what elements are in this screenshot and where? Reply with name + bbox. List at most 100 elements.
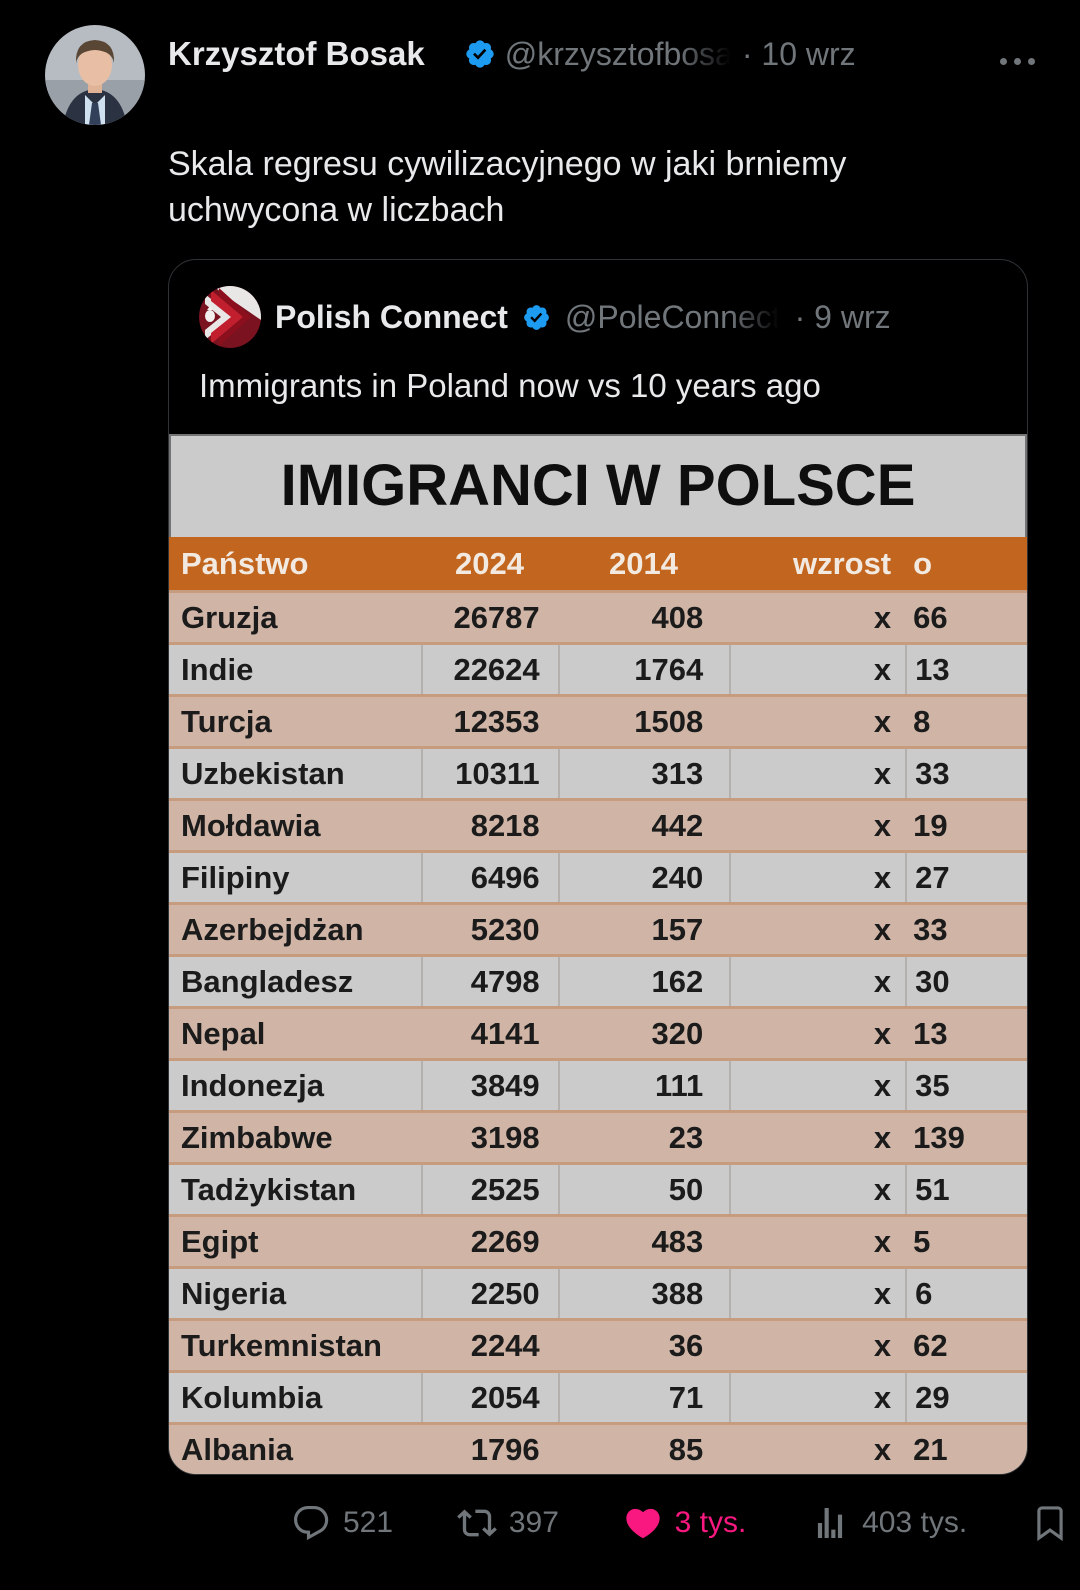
poland-flag-emoji	[434, 40, 455, 68]
cell-country: Filipiny	[181, 859, 290, 895]
table-row: Nepal 4141 320 x 13	[169, 1006, 1027, 1058]
cell-2024: 2250	[421, 1269, 557, 1318]
cell-growth-value: 19	[913, 807, 948, 843]
quote-date[interactable]: · 9 wrz	[794, 298, 891, 335]
cell-2014: 313	[557, 749, 730, 798]
col-header-country: Państwo	[181, 545, 309, 581]
quote-image-table[interactable]: IMIGRANCI W POLSCE Państwo 2024 2014 wzr…	[169, 434, 1027, 1474]
cell-growth-value: 27	[905, 853, 1027, 902]
like-button[interactable]: 3 tys.	[623, 1503, 746, 1543]
cell-2014: 240	[557, 853, 730, 902]
cell-2024: 1796	[470, 1431, 540, 1467]
cell-growth-x: x	[873, 1223, 892, 1259]
cell-growth-value: 13	[905, 645, 1027, 694]
cell-country: Bangladesz	[181, 963, 354, 999]
cell-country: Indie	[181, 651, 254, 687]
table-row: Indonezja 3849 111 x 35	[169, 1058, 1027, 1110]
tweet-action-bar: 521 397 3 tys. 403 tys.	[291, 1503, 1080, 1543]
repost-count: 397	[508, 1506, 559, 1539]
repost-arrows-icon	[456, 1509, 497, 1537]
table-row: Indie 22624 1764 x 13	[169, 642, 1027, 694]
quote-author-name[interactable]: Polish Connect	[275, 298, 508, 335]
cell-2024: 3198	[470, 1119, 540, 1155]
verified-badge-icon	[524, 304, 549, 330]
quote-author-handle[interactable]: @PoleConnect	[564, 298, 781, 335]
table-row: Turkemnistan 2244 36 x 62	[169, 1318, 1027, 1370]
cell-2014: 388	[557, 1269, 730, 1318]
cell-2024: 4141	[470, 1015, 540, 1051]
cell-2014: 23	[668, 1119, 704, 1155]
cell-growth-x: x	[873, 703, 892, 739]
table-row: Filipiny 6496 240 x 27	[169, 850, 1027, 902]
cell-country: Turkemnistan	[181, 1327, 382, 1363]
cell-country: Tadżykistan	[181, 1171, 357, 1207]
reply-count: 521	[343, 1506, 394, 1539]
table-body: Gruzja 26787 408 x 66 Indie 22624 1764 x…	[169, 590, 1027, 1474]
author-block: Krzysztof Bosak @krzysztofbosa · 10 wrz	[168, 25, 1035, 77]
views-button[interactable]: 403 tys.	[810, 1503, 967, 1543]
portrait-photo	[45, 25, 145, 125]
cell-2024: 22624	[421, 645, 557, 694]
tweet-content: Skala regresu cywilizacyjnego w jaki brn…	[168, 141, 1063, 1543]
table-row: Zimbabwe 3198 23 x 139	[169, 1110, 1027, 1162]
quoted-tweet-card[interactable]: Polish Connect @PoleConnect · 9 wrz Immi…	[168, 259, 1028, 1475]
cell-growth-value: 13	[913, 1015, 948, 1051]
author-name[interactable]: Krzysztof Bosak	[168, 35, 425, 72]
cell-growth-x: x	[873, 1015, 892, 1051]
table-row: Azerbejdżan 5230 157 x 33	[169, 902, 1027, 954]
quote-header: Polish Connect @PoleConnect · 9 wrz	[199, 286, 997, 348]
cell-2014: 320	[651, 1015, 704, 1051]
cell-2024: 6496	[421, 853, 557, 902]
table-row: Kolumbia 2054 71 x 29	[169, 1370, 1027, 1422]
tweet-date[interactable]: · 10 wrz	[741, 35, 856, 72]
bookmark-icon	[1037, 1506, 1063, 1542]
cell-2024: 8218	[470, 807, 540, 843]
cell-growth-x: x	[729, 645, 905, 694]
cell-growth-x: x	[873, 1119, 892, 1155]
author-name-row: Krzysztof Bosak @krzysztofbosa · 10 wrz	[168, 31, 1035, 77]
cell-2014: 442	[651, 807, 704, 843]
cell-growth-value: 139	[913, 1119, 965, 1155]
cell-2014: 111	[557, 1061, 730, 1110]
cell-growth-x: x	[729, 853, 905, 902]
cell-2024: 26787	[453, 599, 540, 635]
more-icon[interactable]	[1000, 44, 1035, 65]
col-header-2024: 2024	[454, 545, 524, 581]
bookmark-button[interactable]	[1031, 1504, 1069, 1542]
cell-growth-value: 51	[905, 1165, 1027, 1214]
cell-country: Gruzja	[181, 599, 278, 635]
cell-country: Indonezja	[181, 1067, 324, 1103]
col-header-growth-o: o	[913, 545, 933, 581]
cell-country: Egipt	[181, 1223, 259, 1259]
cell-2014: 71	[557, 1373, 730, 1422]
author-avatar[interactable]	[45, 25, 145, 125]
cell-growth-x: x	[873, 1327, 892, 1363]
cell-growth-x: x	[729, 957, 905, 1006]
cell-country: Albania	[181, 1431, 293, 1467]
cell-country: Nigeria	[181, 1275, 287, 1311]
end-actions	[1031, 1503, 1080, 1543]
cell-growth-x: x	[729, 1061, 905, 1110]
table-row: Tadżykistan 2525 50 x 51	[169, 1162, 1027, 1214]
cell-growth-x: x	[729, 1269, 905, 1318]
cell-2024: 4798	[421, 957, 557, 1006]
cell-country: Turcja	[181, 703, 272, 739]
repost-button[interactable]: 397	[456, 1503, 559, 1543]
tweet-post: Krzysztof Bosak @krzysztofbosa · 10 wrz …	[45, 25, 1063, 1543]
cell-2024: 10311	[421, 749, 557, 798]
tweet-header: Krzysztof Bosak @krzysztofbosa · 10 wrz	[45, 25, 1035, 125]
table-row: Turcja 12353 1508 x 8	[169, 694, 1027, 746]
table-row: Gruzja 26787 408 x 66	[169, 590, 1027, 642]
cell-growth-x: x	[873, 911, 892, 947]
cell-2024: 2525	[421, 1165, 557, 1214]
reply-button[interactable]: 521	[291, 1503, 393, 1543]
cell-country: Uzbekistan	[181, 755, 345, 791]
cell-2024: 2054	[421, 1373, 557, 1422]
cell-2014: 1508	[634, 703, 704, 739]
table-row: Uzbekistan 10311 313 x 33	[169, 746, 1027, 798]
table-row: Nigeria 2250 388 x 6	[169, 1266, 1027, 1318]
author-handle[interactable]: @krzysztofbosa	[504, 35, 733, 72]
quote-avatar[interactable]	[199, 286, 261, 348]
heart-icon	[625, 1508, 660, 1539]
cell-growth-value: 66	[913, 599, 948, 635]
